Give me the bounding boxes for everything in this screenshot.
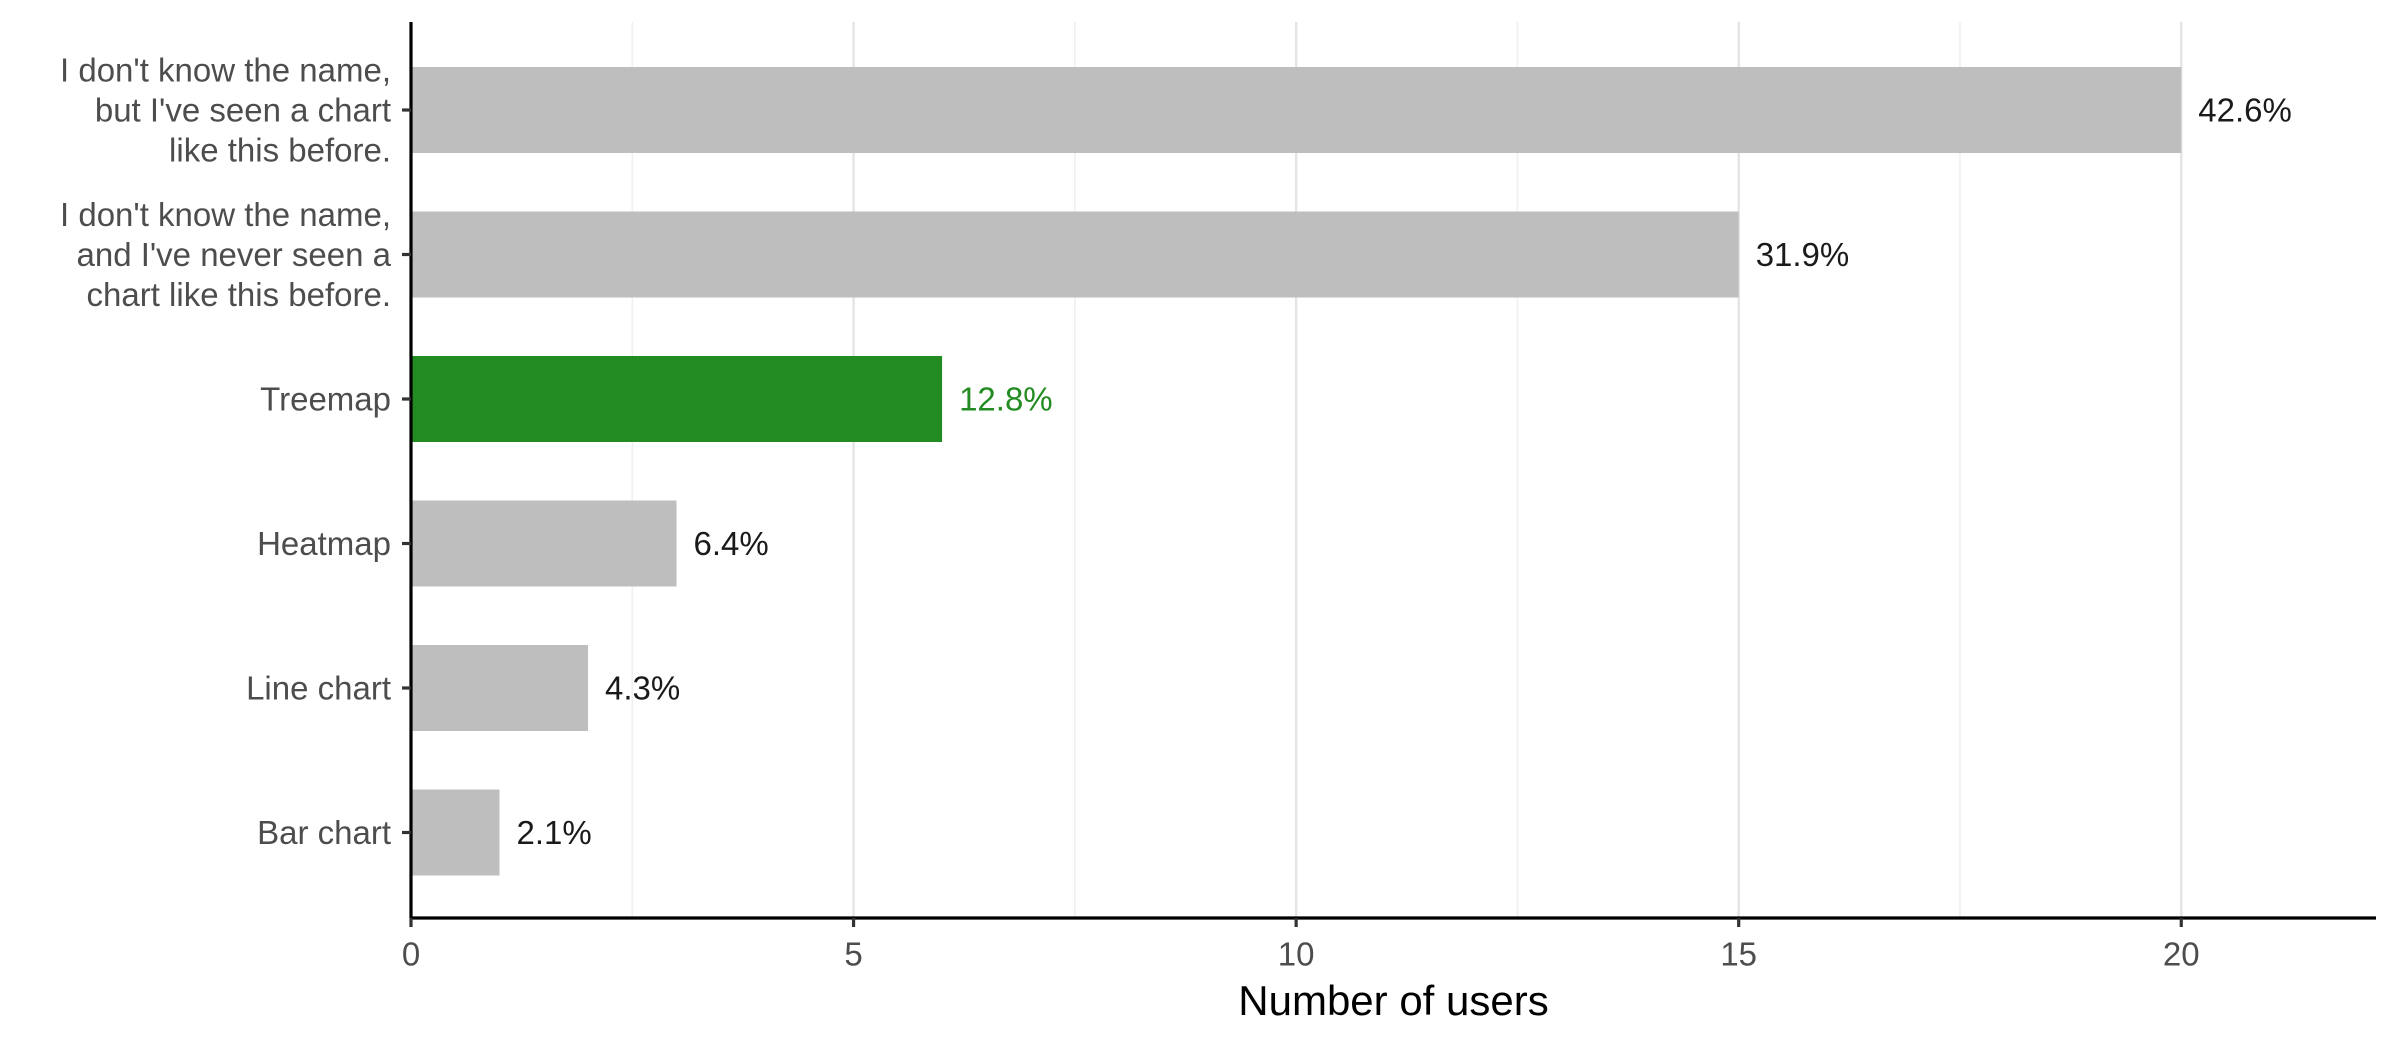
y-tick-label: I don't know the name, but I've seen a ch… <box>60 52 391 169</box>
bars <box>411 67 2182 876</box>
y-tick-label: Treemap <box>260 381 391 418</box>
grid-lines <box>409 22 2183 918</box>
x-tick-label: 15 <box>1720 936 1757 973</box>
y-tick-label: Bar chart <box>257 814 391 851</box>
bar-data-label: 12.8% <box>959 381 1053 418</box>
bar-data-label: 31.9% <box>1756 236 1850 273</box>
bar-data-label: 42.6% <box>2198 92 2292 129</box>
y-tick-label: I don't know the name, and I've never see… <box>60 196 392 313</box>
x-tick-label: 5 <box>844 936 862 973</box>
bar-data-label: 2.1% <box>517 814 592 851</box>
bar <box>411 211 1739 298</box>
x-axis-title: Number of users <box>1238 977 1548 1024</box>
x-axis-ticks: 0 5 10 15 20 <box>402 918 2200 973</box>
data-labels: 42.6% 31.9% 12.8% 6.4% 4.3% 2.1% <box>517 92 2292 852</box>
y-tick-label: Line chart <box>246 670 391 707</box>
bar-data-label: 6.4% <box>694 525 769 562</box>
y-axis-ticks: I don't know the name, but I've seen a ch… <box>60 52 411 851</box>
bar <box>411 500 677 587</box>
x-tick-label: 0 <box>402 936 420 973</box>
bar <box>411 789 500 876</box>
x-tick-label: 10 <box>1278 936 1315 973</box>
y-tick-label: Heatmap <box>257 525 391 562</box>
bar-data-label: 4.3% <box>605 670 680 707</box>
bar <box>411 356 943 442</box>
bar <box>411 67 2182 153</box>
bar <box>411 645 589 731</box>
x-tick-label: 20 <box>2163 936 2200 973</box>
